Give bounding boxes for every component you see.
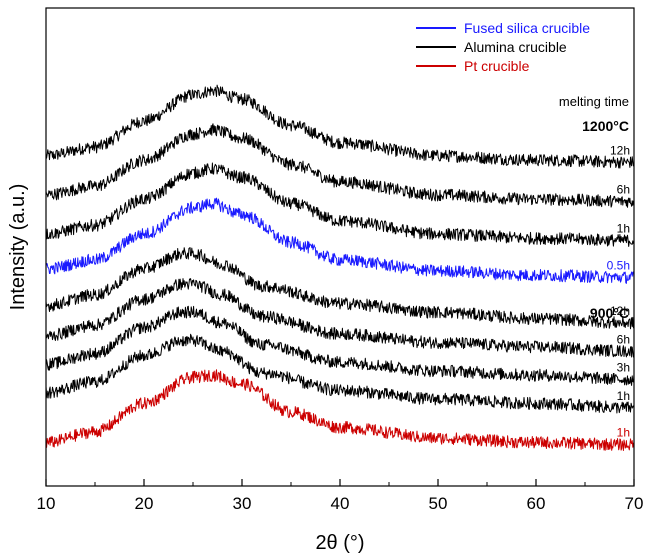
legend-label-0: Fused silica crucible <box>464 20 590 36</box>
plot-frame <box>45 7 635 487</box>
x-axis-title: 2θ (°) <box>315 532 364 554</box>
x-tick-label-0: 10 <box>37 494 56 513</box>
series-line-6 <box>45 305 635 386</box>
series-label-3: 0.5h <box>607 258 630 272</box>
legend-label-2: Pt crucible <box>464 58 530 74</box>
legend-label-1: Alumina crucible <box>464 39 567 55</box>
x-tick-label-3: 40 <box>331 494 350 513</box>
series-label-5: 6h <box>617 332 630 346</box>
series-line-7 <box>45 333 635 414</box>
series-line-4 <box>45 247 635 330</box>
series-line-0 <box>45 84 635 169</box>
x-tick-label-1: 20 <box>135 494 154 513</box>
series-label-4: 12h <box>610 304 630 318</box>
melting-time-annotation: melting time <box>559 94 629 109</box>
x-tick-label-2: 30 <box>233 494 252 513</box>
x-axis: 10 20 30 40 50 60 70 <box>37 479 644 513</box>
series-line-3 <box>45 197 635 284</box>
series-line-2 <box>45 162 635 247</box>
y-axis-title: Intensity (a.u.) <box>7 184 29 311</box>
series-line-1 <box>45 123 635 208</box>
series-layer <box>45 84 635 451</box>
series-label-7: 1h <box>617 389 630 403</box>
group-1200-annotation: 1200°C <box>582 118 629 134</box>
x-tick-label-6: 70 <box>625 494 644 513</box>
x-tick-label-4: 50 <box>429 494 448 513</box>
series-label-1: 6h <box>617 182 630 196</box>
series-label-8: 1h <box>617 426 630 440</box>
series-label-2: 1h <box>617 221 630 235</box>
series-line-8 <box>45 369 635 451</box>
series-label-6: 3h <box>617 361 630 375</box>
series-labels: 12h 6h 1h 0.5h 12h 6h 3h 1h 1h <box>607 143 630 439</box>
legend: Fused silica crucible Alumina crucible Pt … <box>416 20 590 74</box>
series-label-0: 12h <box>610 143 630 157</box>
series-line-5 <box>45 278 635 358</box>
group-900-annotation: 900°C <box>590 305 629 321</box>
x-tick-label-5: 60 <box>527 494 546 513</box>
